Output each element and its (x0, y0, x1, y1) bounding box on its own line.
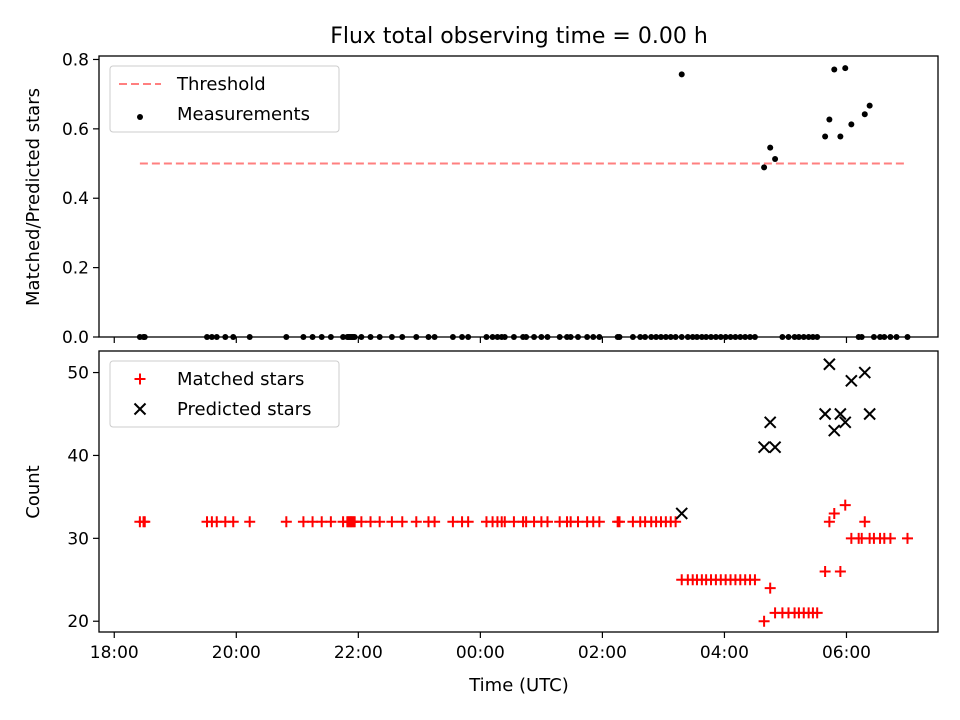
matched-star-point (670, 516, 682, 528)
matched-star-point (280, 516, 292, 528)
measurement-point (842, 65, 849, 72)
legend-marker (133, 402, 147, 416)
matched-star-point (244, 516, 256, 528)
y-tick-label: 40 (67, 446, 89, 466)
y-tick-label: 0.8 (62, 50, 89, 70)
y-tick-label: 0.6 (62, 120, 89, 140)
x-tick-label: 20:00 (212, 643, 261, 663)
matched-star-point (811, 607, 823, 619)
y-tick-label: 0.2 (62, 259, 89, 279)
legend-label: Threshold (176, 74, 266, 95)
x-tick-label: 22:00 (334, 643, 383, 663)
matched-star-point (593, 516, 605, 528)
matched-star-point (749, 574, 761, 586)
measurement-point (866, 102, 873, 109)
predicted-star-point (768, 440, 782, 454)
measurement-point (767, 144, 774, 151)
chart-title: Flux total observing time = 0.00 h (330, 24, 708, 49)
predicted-star-point (834, 407, 847, 421)
legend-label: Predicted stars (177, 399, 311, 420)
bottom-ylabel: Count (23, 465, 44, 518)
matched-star-point (758, 615, 770, 627)
matched-star-point (834, 565, 846, 577)
predicted-star-point (839, 416, 852, 429)
matched-star-point (227, 516, 239, 528)
legend-box (109, 360, 340, 428)
measurement-point (826, 116, 833, 123)
matched-star-point (828, 507, 840, 519)
measurement-point (837, 133, 844, 140)
matched-star-point (396, 516, 408, 528)
matched-star-point (884, 532, 896, 544)
axes-frame (98, 55, 939, 338)
matched-star-point (325, 516, 337, 528)
top-panel: Matched/Predicted stars 0.0 0.2 0.4 0.6 0.8 T… (23, 50, 939, 348)
x-tick-label: 06:00 (822, 643, 871, 663)
matched-star-point (429, 516, 441, 528)
matched-star-point (613, 516, 625, 528)
legend-marker (137, 114, 143, 120)
predicted-star-point (757, 440, 771, 454)
legend-label: Measurements (177, 104, 310, 125)
matched-star-point (819, 565, 831, 577)
matched-star-point (541, 516, 553, 528)
bottom-panel: Count 20 30 40 50 18:00 20:00 22:00 00:00 02:00 0… (23, 350, 939, 663)
measurement-point (831, 66, 838, 73)
x-axis-label: Time (UTC) (468, 675, 569, 696)
x-tick-label: 04:00 (700, 643, 749, 663)
predicted-star-point (863, 407, 876, 421)
predicted-star-point (858, 366, 871, 379)
measurement-point (861, 111, 868, 118)
measurement-point (678, 71, 685, 78)
axes-frame (98, 350, 939, 633)
y-tick-label: 50 (67, 364, 89, 384)
y-tick-label: 0.0 (62, 328, 89, 348)
predicted-star-point (823, 358, 836, 371)
predicted-star-point (675, 507, 688, 520)
measurement-point (822, 133, 829, 140)
predicted-star-point (828, 424, 841, 437)
measurement-point (772, 156, 779, 163)
y-tick-label: 30 (67, 529, 89, 549)
predicted-star-point (818, 407, 832, 421)
matched-star-point (139, 516, 151, 528)
matched-star-point (410, 516, 422, 528)
measurement-point (761, 164, 768, 171)
x-tick-label: 02:00 (578, 643, 627, 663)
y-tick-label: 20 (67, 612, 89, 632)
top-ylabel: Matched/Predicted stars (23, 88, 44, 306)
legend-label: Matched stars (177, 369, 304, 390)
x-tick-label: 00:00 (456, 643, 505, 663)
legend-box (109, 65, 340, 133)
matched-star-point (901, 532, 913, 544)
matched-star-point (386, 516, 398, 528)
x-tick-label: 18:00 (90, 643, 139, 663)
predicted-star-point (763, 416, 777, 429)
matched-star-point (839, 499, 851, 511)
matched-star-point (823, 516, 835, 528)
predicted-star-point (845, 374, 858, 388)
matched-star-point (764, 582, 776, 594)
legend-marker (134, 373, 146, 385)
measurement-point (848, 121, 855, 128)
y-tick-label: 0.4 (62, 189, 89, 209)
matched-star-point (374, 516, 386, 528)
matched-star-point (462, 516, 474, 528)
matched-star-point (859, 516, 871, 528)
